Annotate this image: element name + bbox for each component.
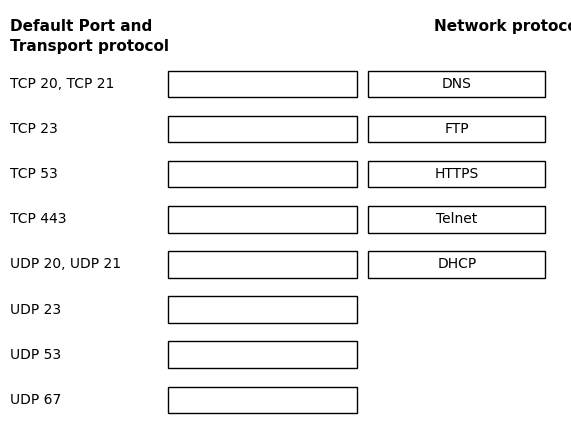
Text: Network protocol: Network protocol xyxy=(434,19,571,34)
Bar xyxy=(168,206,357,233)
Bar xyxy=(168,161,357,187)
Text: UDP 53: UDP 53 xyxy=(10,348,62,362)
Bar xyxy=(368,251,545,278)
Bar xyxy=(168,251,357,278)
Text: TCP 23: TCP 23 xyxy=(10,122,58,136)
Text: Default Port and
Transport protocol: Default Port and Transport protocol xyxy=(10,19,169,54)
Bar xyxy=(168,116,357,142)
Text: TCP 443: TCP 443 xyxy=(10,212,67,226)
Bar xyxy=(168,71,357,97)
Text: UDP 23: UDP 23 xyxy=(10,303,62,316)
Text: UDP 20, UDP 21: UDP 20, UDP 21 xyxy=(10,258,122,271)
Bar xyxy=(368,116,545,142)
Text: TCP 53: TCP 53 xyxy=(10,167,58,181)
Bar xyxy=(368,206,545,233)
Text: DHCP: DHCP xyxy=(437,258,476,271)
Text: FTP: FTP xyxy=(444,122,469,136)
Text: DNS: DNS xyxy=(442,77,472,91)
Bar xyxy=(368,71,545,97)
Bar xyxy=(168,387,357,413)
Text: UDP 67: UDP 67 xyxy=(10,393,62,407)
Text: Telnet: Telnet xyxy=(436,212,477,226)
Bar xyxy=(168,341,357,368)
Bar xyxy=(168,296,357,323)
Bar xyxy=(368,161,545,187)
Text: TCP 20, TCP 21: TCP 20, TCP 21 xyxy=(10,77,115,91)
Text: HTTPS: HTTPS xyxy=(435,167,479,181)
